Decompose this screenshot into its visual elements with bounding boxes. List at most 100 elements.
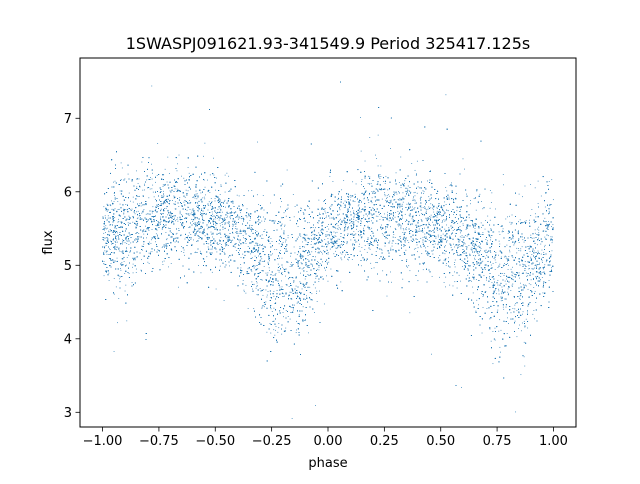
data-point (518, 261, 520, 262)
data-point (188, 206, 190, 208)
data-point (492, 263, 494, 264)
data-point (401, 197, 403, 199)
data-point (551, 236, 553, 238)
data-point (377, 165, 379, 167)
data-point (429, 237, 431, 238)
data-point (114, 249, 116, 250)
data-point (299, 234, 301, 236)
data-point (296, 320, 297, 322)
data-point (521, 246, 523, 248)
data-point (323, 246, 325, 248)
data-point (291, 418, 293, 419)
data-point (139, 186, 141, 188)
data-point (268, 260, 270, 262)
data-point (200, 213, 202, 215)
data-point (515, 411, 517, 413)
data-point (522, 284, 524, 286)
data-point (548, 280, 550, 281)
data-point (360, 150, 362, 152)
data-point (163, 174, 165, 176)
data-point (209, 227, 211, 229)
data-point (207, 228, 209, 230)
data-point (111, 243, 113, 244)
data-point (129, 251, 131, 253)
data-point (223, 203, 224, 204)
data-point (333, 244, 334, 245)
data-point (521, 259, 523, 261)
data-point (364, 188, 365, 189)
data-point (421, 213, 423, 214)
data-point (107, 215, 109, 217)
data-point (318, 269, 320, 271)
data-point (233, 245, 235, 247)
data-point (349, 194, 351, 196)
data-point (359, 230, 361, 231)
data-point (402, 192, 404, 194)
data-point (511, 279, 513, 280)
data-point (311, 293, 313, 295)
data-point (278, 271, 280, 273)
data-point (492, 331, 494, 332)
data-point (223, 248, 224, 250)
data-point (196, 225, 197, 227)
data-point (263, 266, 265, 267)
data-point (143, 229, 145, 231)
data-point (472, 286, 474, 288)
data-point (193, 211, 195, 213)
data-point (132, 196, 134, 198)
data-point (527, 280, 529, 281)
data-point (328, 228, 330, 230)
data-point (213, 242, 214, 243)
data-point (291, 262, 292, 263)
data-point (315, 251, 316, 253)
data-point (168, 173, 170, 174)
data-point (318, 248, 319, 250)
data-point (201, 213, 203, 214)
data-point (196, 217, 198, 219)
data-point (268, 236, 270, 238)
data-point (347, 197, 349, 199)
data-point (330, 213, 332, 214)
data-point (420, 219, 422, 220)
data-point (498, 330, 500, 332)
data-point (346, 220, 348, 222)
data-point (361, 247, 363, 248)
data-point (485, 249, 487, 251)
data-point (331, 234, 332, 236)
data-point (529, 245, 531, 247)
data-point (419, 214, 420, 216)
data-point (364, 210, 365, 212)
data-point (352, 244, 353, 246)
data-point (118, 208, 120, 210)
data-point (309, 207, 311, 209)
data-point (533, 237, 535, 239)
data-point (394, 192, 396, 194)
data-point (364, 271, 366, 272)
data-point (294, 252, 296, 254)
data-point (345, 254, 347, 256)
data-point (354, 234, 356, 236)
data-point (410, 191, 411, 193)
data-point (525, 264, 526, 266)
data-point (268, 267, 270, 269)
data-point (156, 225, 158, 226)
data-point (255, 287, 257, 289)
data-point (149, 188, 151, 190)
data-point (189, 208, 191, 210)
data-point (257, 250, 259, 252)
data-point (262, 195, 264, 196)
data-point (298, 268, 300, 269)
data-point (212, 220, 214, 221)
data-point (283, 316, 284, 318)
data-point (279, 289, 281, 291)
data-point (117, 209, 119, 210)
data-point (351, 259, 353, 260)
data-point (170, 263, 172, 264)
data-point (463, 253, 465, 254)
data-point (422, 241, 424, 243)
data-point (221, 246, 223, 247)
data-point (103, 275, 105, 277)
data-point (511, 214, 513, 216)
data-point (366, 260, 367, 262)
data-point (243, 291, 245, 293)
